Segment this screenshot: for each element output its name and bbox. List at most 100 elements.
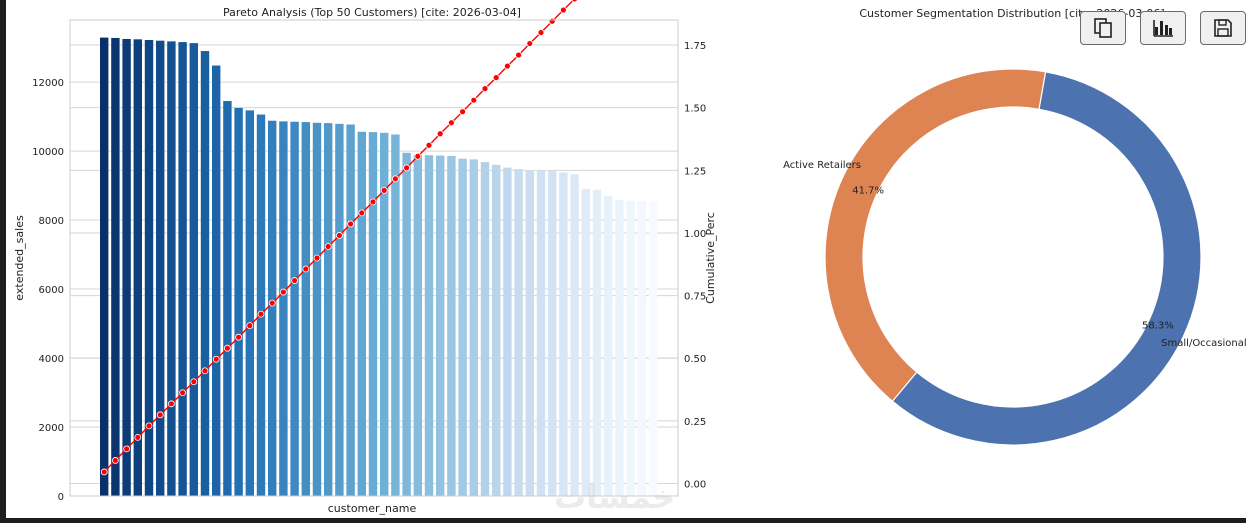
slice-small-occasional	[891, 71, 1202, 446]
bar	[514, 169, 523, 496]
bar	[111, 37, 120, 497]
save-button[interactable]	[1200, 11, 1246, 45]
y2-tick-label: 0.50	[684, 354, 706, 365]
bar	[133, 39, 142, 496]
cumulative-point	[123, 445, 130, 453]
cumulative-point	[313, 254, 321, 262]
cumulative-point	[112, 457, 119, 464]
bar	[100, 37, 109, 496]
bar	[637, 201, 646, 496]
bar	[548, 170, 557, 496]
cumulative-point	[414, 152, 422, 160]
cumulative-point	[560, 6, 567, 14]
cumulative-point	[335, 232, 343, 239]
cumulative-point	[492, 74, 500, 82]
cumulative-point	[503, 62, 511, 70]
bar	[335, 123, 344, 497]
cumulative-point	[358, 209, 366, 217]
bar	[559, 172, 568, 496]
cumulative-point	[302, 265, 310, 273]
bar	[492, 164, 501, 496]
bar	[189, 43, 198, 497]
cumulative-point	[571, 0, 578, 3]
cumulative-point	[246, 322, 254, 330]
cumulative-point	[436, 130, 444, 138]
bar	[592, 189, 602, 496]
y-tick-label: 2000	[39, 423, 64, 434]
bar	[424, 155, 434, 496]
cumulative-point	[548, 17, 556, 25]
bar	[144, 40, 154, 496]
y-axis-label: extended_sales	[13, 215, 26, 301]
bar	[312, 122, 322, 497]
bar	[212, 65, 221, 497]
bar	[503, 167, 512, 497]
bar	[368, 132, 378, 497]
cumulative-point	[380, 186, 388, 194]
segmentation-donut: Active Retailers 41.7% Small/Occasional 58.…	[783, 7, 1246, 446]
bar	[324, 123, 333, 496]
cumulative-point	[425, 141, 433, 149]
cumulative-point	[156, 411, 164, 419]
cumulative-point	[324, 243, 332, 250]
slice-active-retailers	[824, 68, 1047, 403]
bar	[357, 131, 366, 496]
cumulative-point	[268, 299, 276, 307]
save-icon	[1214, 19, 1232, 37]
bar	[458, 158, 467, 496]
bar	[581, 189, 590, 496]
plot-frame	[69, 19, 679, 497]
bar	[200, 51, 210, 496]
y2-tick-label: 1.00	[684, 229, 706, 240]
bar	[156, 40, 165, 497]
bar	[626, 200, 635, 496]
cumulative-point	[526, 40, 534, 47]
cumulative-point	[347, 220, 355, 228]
bar	[256, 114, 266, 497]
bar	[615, 200, 624, 496]
bar	[436, 155, 445, 496]
copy-button[interactable]	[1080, 11, 1126, 45]
cumulative-point	[291, 277, 299, 284]
y-tick-label: 12000	[32, 78, 64, 89]
bar	[469, 159, 478, 497]
y2-tick-label: 1.50	[684, 104, 706, 115]
y2-tick-label: 1.75	[684, 41, 706, 52]
y2-tick-label: 0.25	[684, 417, 706, 428]
bar	[380, 132, 389, 496]
cumulative-point	[515, 51, 522, 59]
cumulative-point	[179, 389, 187, 397]
bar	[178, 42, 187, 496]
bar	[223, 101, 232, 496]
cumulative-point	[447, 119, 455, 127]
bar	[536, 170, 546, 496]
bar	[480, 162, 490, 496]
y-tick-label: 4000	[39, 354, 64, 365]
bar	[391, 134, 400, 497]
bar	[648, 201, 658, 496]
bar	[234, 107, 243, 497]
bar	[245, 110, 254, 496]
cumulative-point	[145, 422, 153, 430]
bar	[570, 174, 579, 496]
toolbar	[1080, 11, 1246, 45]
y-tick-label: 8000	[39, 216, 64, 227]
bar	[167, 41, 176, 497]
copy-icon	[1094, 18, 1112, 38]
cumulative-point	[369, 198, 377, 206]
x-axis-label: customer_name	[328, 502, 417, 515]
bar	[301, 122, 310, 497]
y2-tick-label: 0.75	[684, 292, 706, 303]
cumulative-point	[279, 288, 287, 296]
bar	[268, 120, 277, 496]
cumulative-point	[134, 433, 142, 441]
cumulative-point	[167, 400, 175, 408]
cumulative-point	[537, 29, 545, 36]
pareto-chart: Pareto Analysis (Top 50 Customers) [cite…	[13, 0, 717, 515]
cumulative-point	[235, 333, 243, 341]
bar	[122, 38, 131, 497]
cumulative-point	[190, 378, 198, 386]
bar	[290, 121, 299, 496]
chart-button[interactable]	[1140, 11, 1186, 45]
y-tick-label: 6000	[39, 285, 64, 296]
